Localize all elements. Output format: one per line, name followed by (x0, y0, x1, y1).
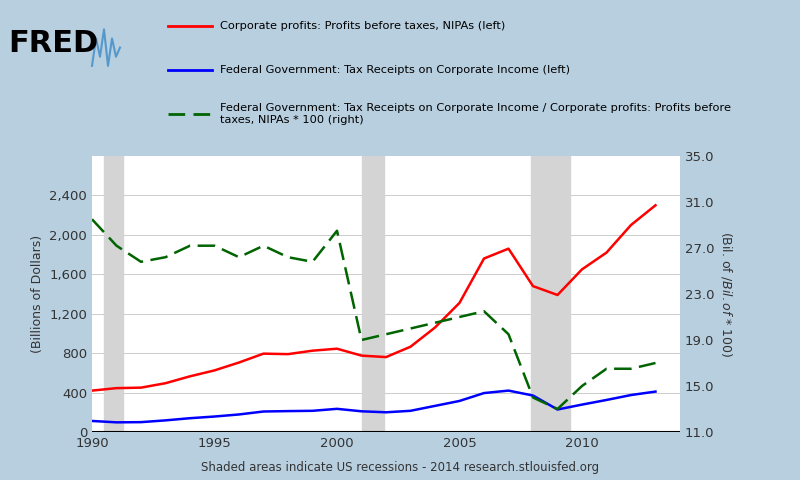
Y-axis label: (Bil. of $ / Bil. of $ * 100): (Bil. of $ / Bil. of $ * 100) (719, 231, 734, 357)
Bar (362, 156, 383, 432)
Text: Shaded areas indicate US recessions - 2014 research.stlouisfed.org: Shaded areas indicate US recessions - 20… (201, 461, 599, 474)
Text: Corporate profits: Profits before taxes, NIPAs (left): Corporate profits: Profits before taxes,… (220, 21, 506, 31)
Y-axis label: (Billions of Dollars): (Billions of Dollars) (30, 235, 44, 353)
Text: Federal Government: Tax Receipts on Corporate Income (left): Federal Government: Tax Receipts on Corp… (220, 65, 570, 75)
Bar (104, 156, 122, 432)
Text: Federal Government: Tax Receipts on Corporate Income / Corporate profits: Profit: Federal Government: Tax Receipts on Corp… (220, 103, 731, 125)
Text: FRED: FRED (8, 29, 98, 58)
Bar (530, 156, 570, 432)
